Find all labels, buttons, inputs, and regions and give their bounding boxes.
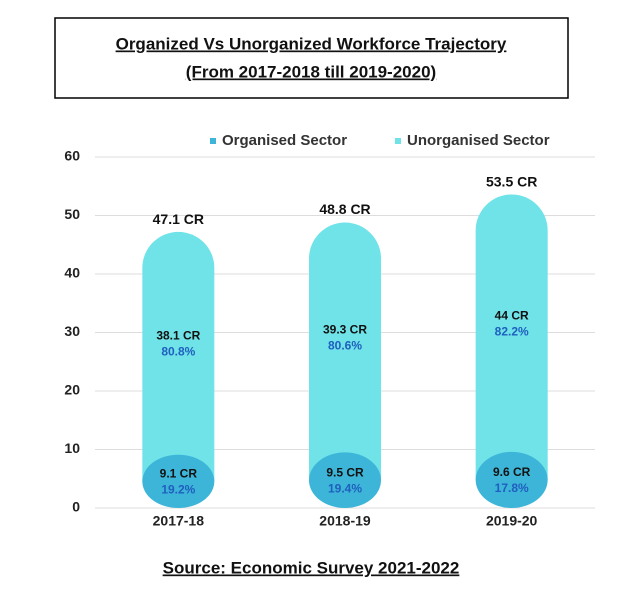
legend-label: Unorganised Sector (407, 132, 550, 149)
total-label: 53.5 CR (486, 174, 537, 190)
y-tick-label: 10 (64, 440, 80, 456)
x-tick-label: 2017-18 (153, 513, 205, 529)
percent-label: 19.4% (328, 481, 362, 495)
y-tick-label: 20 (64, 382, 80, 398)
bar-segment (309, 222, 381, 481)
value-label: 44 CR (495, 308, 529, 322)
legend-swatch (210, 138, 216, 144)
title-box (54, 17, 569, 99)
legend-swatch (395, 138, 401, 144)
y-tick-label: 40 (64, 265, 80, 281)
value-label: 9.1 CR (160, 467, 198, 481)
y-tick-label: 0 (72, 499, 80, 515)
legend-label: Organised Sector (222, 132, 347, 149)
chart-subtitle: (From 2017-2018 till 2019-2020) (186, 62, 436, 81)
value-label: 38.1 CR (156, 328, 200, 342)
y-tick-label: 50 (64, 206, 80, 222)
value-label: 9.5 CR (326, 465, 364, 479)
percent-label: 80.8% (161, 344, 195, 358)
bar-segment (142, 454, 215, 508)
bar-segment (475, 451, 548, 508)
chart-title: Organized Vs Unorganized Workforce Traje… (116, 34, 507, 53)
source: Source: Economic Survey 2021-2022 (163, 558, 460, 577)
y-tick-label: 30 (64, 323, 80, 339)
percent-label: 80.6% (328, 339, 362, 353)
y-tick-label: 60 (64, 148, 80, 164)
value-label: 39.3 CR (323, 323, 367, 337)
percent-label: 17.8% (495, 481, 529, 495)
percent-label: 19.2% (161, 483, 195, 497)
total-label: 47.1 CR (153, 211, 204, 227)
value-label: 9.6 CR (493, 465, 531, 479)
x-tick-label: 2018-19 (319, 513, 371, 529)
bar-segment (309, 452, 381, 508)
x-tick-label: 2019-20 (486, 513, 538, 529)
bar-segment (475, 194, 548, 480)
total-label: 48.8 CR (319, 201, 370, 217)
percent-label: 82.2% (495, 324, 529, 338)
bar-segment (142, 231, 215, 482)
